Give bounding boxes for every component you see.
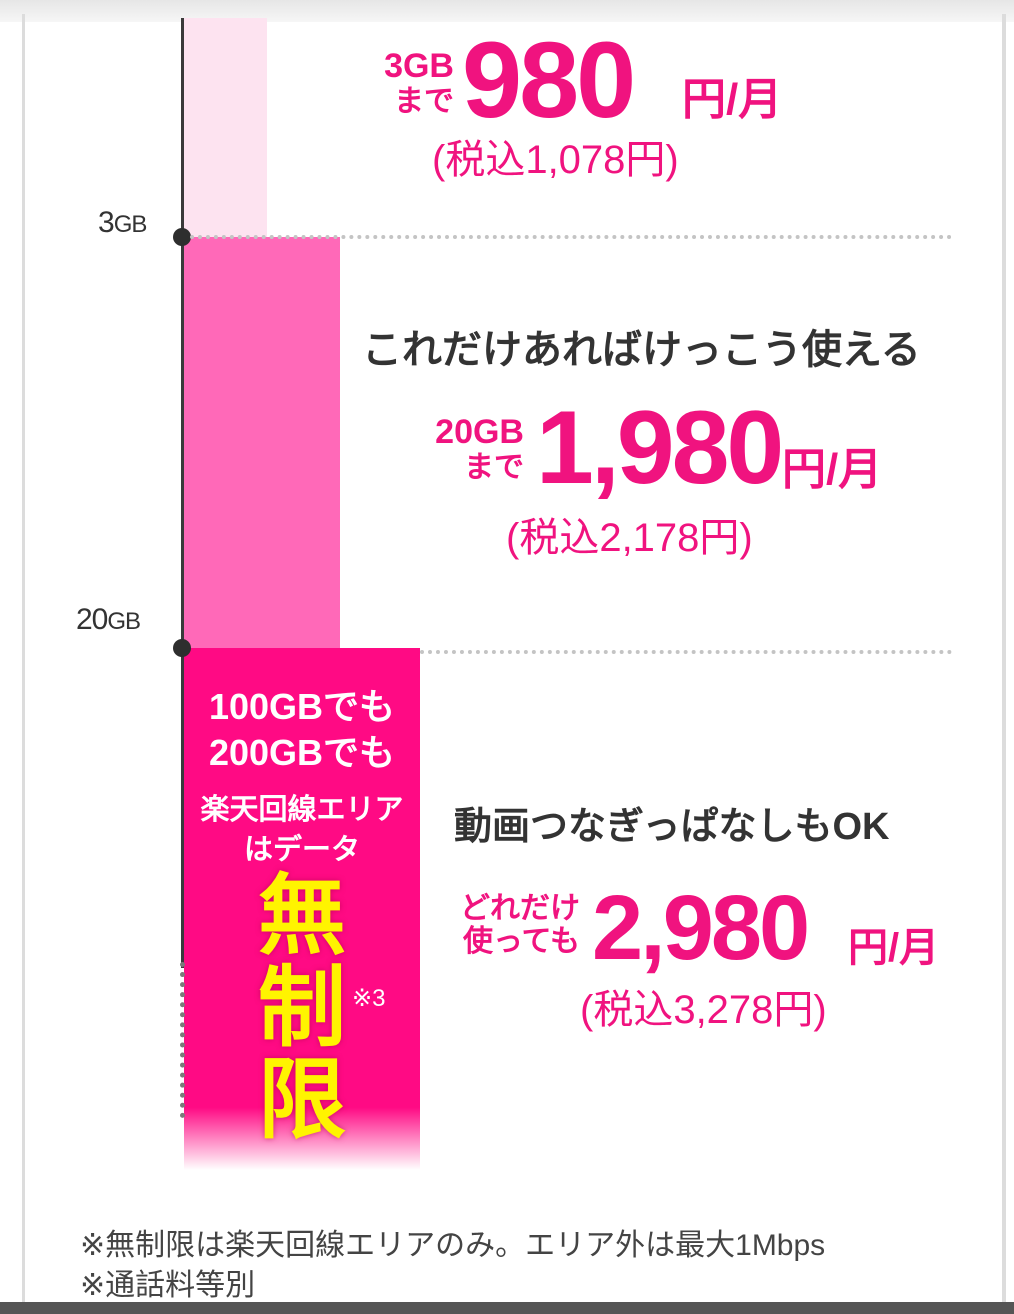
unlimited-note-ref: ※3: [352, 985, 386, 1012]
unlimited-kanji-mu: 無: [258, 866, 347, 965]
plan3-unit: 円/月: [848, 926, 940, 970]
plan1-qualifier: 3GB まで: [384, 47, 454, 119]
plan3-tax-price: (税込3,278円): [580, 988, 827, 1032]
window-top-edge: [0, 0, 1014, 22]
window-bottom-edge: [0, 1302, 1014, 1314]
window-right-edge: [1002, 14, 1006, 1304]
plan2-price: 1,980: [536, 390, 784, 506]
unlimited-kanji-gen: 限: [258, 1050, 347, 1149]
unlimited-line-200gb: 200GBでも: [208, 732, 396, 773]
tick-dot-3gb: [173, 228, 191, 246]
divider-20gb: [420, 650, 952, 654]
footnote-unlimited-area: ※無制限は楽天回線エリアのみ。エリア外は最大1Mbps: [80, 1229, 826, 1262]
plan3-heading: 動画つなぎっぱなしもOK: [454, 806, 890, 848]
window-left-edge: [22, 14, 25, 1304]
plan1-tax-price: (税込1,078円): [432, 138, 679, 182]
bar-3gb: [184, 18, 267, 237]
divider-3gb: [190, 235, 952, 239]
plan2-heading: これだけあればけっこう使える: [362, 328, 921, 372]
tick-dot-20gb: [173, 639, 191, 657]
unlimited-line-data: はデータ: [243, 834, 360, 866]
plan2-unit: 円/月: [782, 445, 883, 494]
plan2-tax-price: (税込2,178円): [506, 516, 753, 560]
bar-20gb: [184, 237, 340, 648]
unlimited-line-area: 楽天回線エリア: [200, 794, 404, 826]
plan3-price: 2,980: [592, 877, 810, 979]
bar-unlimited: [184, 648, 420, 1170]
plan1-price: 980: [462, 19, 636, 140]
footnote-call-charges: ※通話料等別: [80, 1269, 256, 1302]
usage-axis-continuation: [180, 962, 185, 1118]
tick-label-20gb: 20GB: [76, 603, 141, 636]
plan2-qualifier: 20GB まで: [435, 413, 524, 485]
plan3-qualifier: どれだけ 使っても: [460, 892, 580, 958]
usage-axis: [181, 18, 184, 968]
unlimited-line-100gb: 100GBでも: [208, 686, 396, 727]
tick-label-3gb: 3GB: [98, 206, 147, 239]
plan1-unit: 円/月: [682, 75, 783, 124]
unlimited-kanji-sei: 制: [258, 958, 347, 1057]
